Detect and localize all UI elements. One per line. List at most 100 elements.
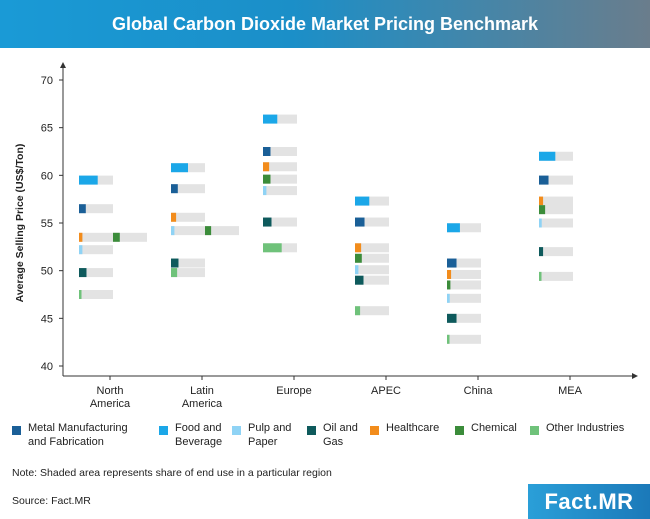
share-bar-background bbox=[447, 269, 481, 279]
price-marker bbox=[79, 175, 98, 185]
price-marker bbox=[539, 218, 542, 228]
price-marker bbox=[263, 114, 278, 124]
price-marker bbox=[355, 253, 362, 263]
logo-name: Fact bbox=[544, 488, 592, 514]
legend-label: Other Industries bbox=[546, 422, 625, 434]
price-marker bbox=[355, 265, 359, 275]
share-bar-background bbox=[79, 290, 113, 299]
price-marker bbox=[539, 247, 544, 257]
legend-label: Chemical bbox=[471, 422, 517, 434]
share-bar-background bbox=[447, 258, 481, 268]
x-tick-label: China bbox=[464, 385, 494, 397]
price-marker bbox=[539, 175, 549, 185]
logo-suffix: .MR bbox=[591, 488, 634, 514]
price-marker bbox=[171, 258, 179, 268]
share-bar-background bbox=[171, 212, 205, 222]
y-axis-arrow bbox=[60, 62, 66, 68]
share-bar-background bbox=[539, 151, 573, 161]
price-marker bbox=[355, 243, 362, 253]
legend-label: Oil and Gas bbox=[323, 422, 358, 448]
share-bar-background bbox=[79, 204, 113, 214]
price-marker bbox=[447, 313, 457, 323]
legend-swatch bbox=[12, 426, 21, 435]
share-bar-background bbox=[355, 196, 389, 206]
legend-item: Chemical bbox=[455, 421, 517, 435]
price-marker bbox=[263, 174, 271, 184]
price-marker bbox=[539, 205, 546, 215]
price-marker bbox=[539, 271, 542, 281]
price-marker bbox=[79, 245, 83, 255]
price-marker bbox=[79, 232, 83, 242]
legend-swatch bbox=[232, 426, 241, 435]
legend-label: Food and Beverage bbox=[175, 422, 223, 448]
price-marker bbox=[171, 184, 178, 194]
legend-swatch bbox=[455, 426, 464, 435]
price-marker bbox=[263, 217, 272, 227]
price-marker bbox=[355, 196, 370, 206]
share-bar-background bbox=[171, 184, 205, 194]
price-marker bbox=[447, 258, 457, 268]
price-marker bbox=[447, 293, 450, 303]
share-bar-background bbox=[539, 271, 573, 281]
y-tick-label: 40 bbox=[41, 361, 53, 373]
price-marker bbox=[539, 196, 544, 206]
share-bar-background bbox=[171, 268, 205, 278]
legend-swatch bbox=[530, 426, 539, 435]
chart-title: Global Carbon Dioxide Market Pricing Ben… bbox=[111, 13, 539, 34]
price-marker bbox=[171, 163, 188, 173]
legend-item: Metal Manufacturing and Fabrication bbox=[12, 421, 128, 449]
share-bar-background bbox=[263, 186, 297, 196]
price-marker bbox=[79, 290, 82, 299]
price-marker bbox=[447, 280, 451, 290]
share-bar-background bbox=[447, 223, 481, 233]
share-bar-background bbox=[447, 334, 481, 344]
price-marker bbox=[113, 232, 120, 242]
price-marker bbox=[171, 226, 175, 236]
share-bar-background bbox=[79, 245, 113, 255]
y-tick-label: 70 bbox=[41, 75, 53, 87]
factmr-logo: Fact .MR bbox=[528, 484, 650, 519]
price-marker bbox=[79, 268, 87, 278]
legend-item: Food and Beverage bbox=[159, 421, 222, 449]
x-tick-label: MEA bbox=[558, 385, 583, 397]
legend-item: Pulp and Paper bbox=[232, 421, 291, 449]
share-bar-background bbox=[79, 232, 113, 242]
price-marker bbox=[355, 217, 365, 227]
share-bar-background bbox=[263, 147, 297, 156]
price-marker bbox=[263, 243, 282, 253]
footnote: Note: Shaded area represents share of en… bbox=[12, 467, 332, 479]
share-bar-background bbox=[355, 243, 389, 253]
legend-item: Healthcare bbox=[370, 421, 439, 435]
price-marker bbox=[447, 223, 460, 233]
price-marker bbox=[263, 162, 270, 172]
legend: Metal Manufacturing and Fabrication Food a… bbox=[12, 421, 642, 457]
share-bar-background bbox=[447, 293, 481, 303]
price-marker bbox=[355, 306, 361, 316]
price-marker bbox=[171, 212, 177, 222]
share-bar-background bbox=[539, 196, 573, 206]
x-tick-label: Europe bbox=[276, 385, 311, 397]
share-bar-background bbox=[79, 268, 113, 278]
legend-item: Oil and Gas bbox=[307, 421, 358, 449]
share-bar-background bbox=[171, 258, 205, 268]
price-marker bbox=[171, 268, 178, 278]
y-tick-label: 60 bbox=[41, 170, 53, 182]
share-bar-background bbox=[355, 275, 389, 285]
share-bar-background bbox=[171, 226, 205, 236]
x-tick-label: APEC bbox=[371, 385, 401, 397]
price-marker bbox=[355, 275, 364, 285]
x-tick-label: Latin America bbox=[182, 385, 223, 410]
y-tick-label: 45 bbox=[41, 313, 53, 325]
price-marker bbox=[263, 147, 271, 156]
legend-item: Other Industries bbox=[530, 421, 624, 435]
legend-label: Metal Manufacturing and Fabrication bbox=[28, 422, 128, 448]
price-marker bbox=[79, 204, 86, 214]
y-tick-label: 65 bbox=[41, 123, 53, 135]
share-bar-background bbox=[355, 265, 389, 275]
share-bar-background bbox=[539, 205, 573, 215]
share-bar-background bbox=[539, 247, 573, 257]
legend-swatch bbox=[370, 426, 379, 435]
legend-swatch bbox=[307, 426, 316, 435]
price-marker bbox=[263, 186, 267, 196]
x-tick-label: North America bbox=[90, 385, 131, 410]
